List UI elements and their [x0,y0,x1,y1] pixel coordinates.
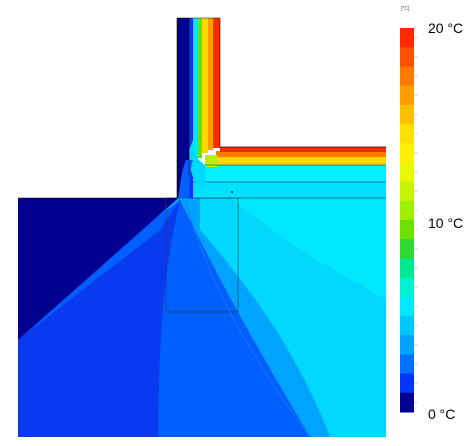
legend-band [400,124,414,144]
wall-green-layer [197,18,202,158]
legend-band [400,258,414,279]
legend-band [400,239,414,259]
legend-band [400,392,414,413]
legend-label-10: 10 °C [428,215,464,231]
legend-band [400,354,414,375]
color-legend-bar [400,28,417,413]
contour-line-2 [184,199,311,438]
legend-label-0: 0 °C [428,406,456,422]
legend-band [400,316,414,336]
slab-layer-cyan-bright [205,165,386,182]
ground-region [17,197,387,438]
contour-line-1 [157,199,181,438]
wall-slab-corner [189,140,205,190]
wall-orange-layer [208,18,213,150]
slab-layer-green [205,155,217,167]
floor-slab [192,146,386,199]
wall-blue-layer [189,18,193,198]
contour-line-5 [17,197,179,341]
legend-band [400,104,414,125]
slab-layer-orange [216,151,386,157]
legend-unit-label: [°C] [401,6,410,12]
ground-zone-royal-blue [18,200,180,437]
legend-label-20: 20 °C [428,20,464,36]
wall-cyan-layer [193,18,197,168]
legend-band [400,47,414,67]
wall [176,17,386,198]
slab-layer-red [220,147,386,152]
legend-band [400,66,414,87]
legend-band [400,335,414,355]
legend-band [400,85,414,106]
probe-point [231,191,233,193]
slab-layer-yellow [214,157,386,165]
legend-band [400,220,414,240]
legend-band [400,200,414,221]
legend-band [400,296,414,317]
contour-line-4 [229,197,387,301]
legend-band [400,143,414,163]
wall-yellow-layer [202,18,208,153]
legend-band [400,162,414,183]
wall-navy-exterior [177,18,189,198]
legend-band [400,28,414,48]
legend-band [400,181,414,202]
legend-band [400,277,414,298]
legend-band [400,373,414,394]
ground-zone-cyan-bright [230,198,386,300]
wall-red-layer [213,18,220,148]
contour-line-3 [199,229,331,438]
